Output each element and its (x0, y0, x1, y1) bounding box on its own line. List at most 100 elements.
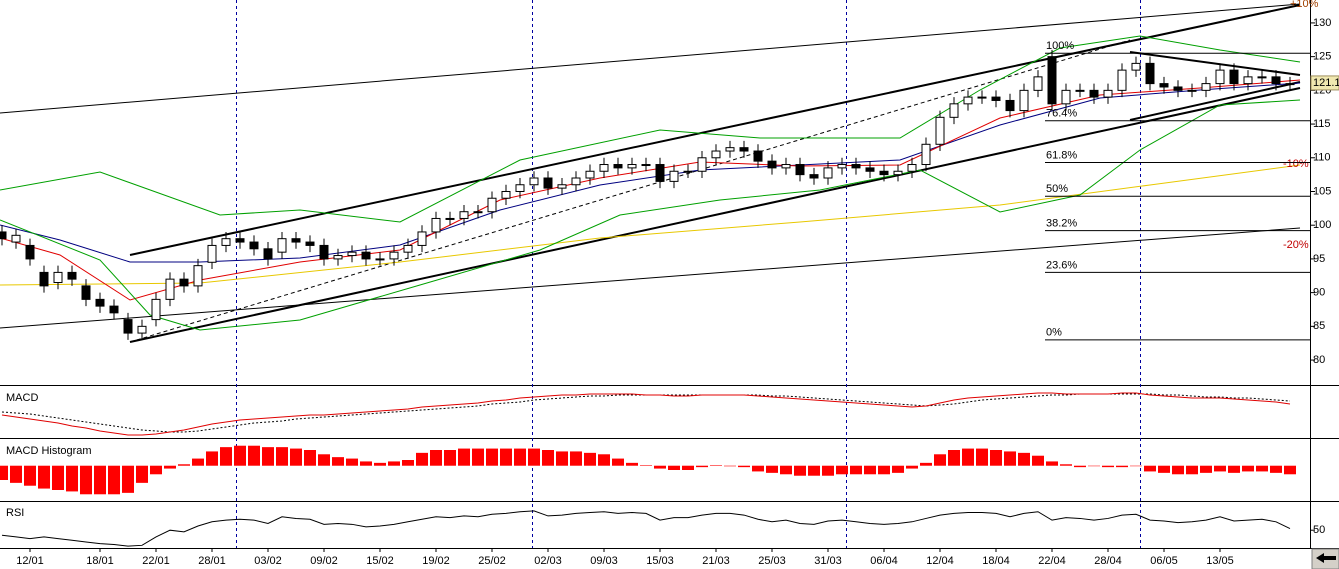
candle-body (1005, 99, 1015, 112)
histogram-bar (612, 458, 624, 466)
candle-body (865, 167, 875, 172)
candle-body (81, 285, 91, 300)
histogram-bar (206, 451, 218, 466)
candle-body (669, 170, 679, 182)
x-tick-label: 25/03 (758, 555, 786, 567)
x-tick-label: 12/04 (926, 555, 954, 567)
candle-body (1201, 83, 1211, 91)
candle-body (753, 150, 763, 162)
histogram-bar (192, 458, 204, 466)
histogram-bar (1200, 465, 1212, 473)
histogram-bar (1172, 465, 1184, 475)
x-tick-label: 15/02 (366, 555, 394, 567)
candle-body (25, 244, 35, 260)
candle-body (263, 248, 273, 260)
x-tick-label: 22/04 (1038, 555, 1066, 567)
histogram-bar (920, 462, 932, 466)
candle-body (907, 164, 917, 172)
candle-body (1075, 89, 1085, 92)
candle-body (1243, 76, 1253, 85)
histogram-bar (458, 448, 470, 466)
candle-body (683, 170, 693, 173)
candle-body (347, 251, 357, 257)
bollinger-band (0, 99, 1301, 331)
panel-frames (0, 0, 1339, 549)
candle-body (585, 170, 595, 179)
candle-body (1019, 89, 1029, 112)
candle-body (333, 255, 343, 260)
candle-body (137, 325, 147, 334)
candle-body (67, 271, 77, 280)
panel-title: RSI (6, 507, 24, 519)
histogram-bar (892, 465, 904, 473)
histogram-bar (472, 448, 484, 466)
histogram-bar (416, 452, 428, 466)
histogram-bar (948, 450, 960, 466)
histogram-bar (570, 451, 582, 466)
histogram-bar (10, 465, 22, 483)
fib-label: 76.4% (1046, 108, 1077, 120)
candle-body (487, 197, 497, 213)
candle-body (165, 278, 175, 300)
last-price-box (1310, 75, 1339, 91)
candle-body (109, 305, 119, 314)
candle-body (291, 238, 301, 243)
scroll-button[interactable] (1311, 548, 1339, 569)
fib-label: 50% (1046, 183, 1068, 195)
y-tick-label: 50 (1313, 524, 1325, 536)
candle-body (879, 170, 889, 176)
histogram-bar (682, 465, 694, 470)
annotation: +10% (1290, 0, 1319, 10)
histogram-bar (542, 450, 554, 466)
histogram-bar (1116, 465, 1128, 468)
candle-body (613, 164, 623, 169)
candle-body (417, 231, 427, 246)
histogram-bar (962, 448, 974, 466)
candle-body (1103, 89, 1113, 98)
histogram-bar (430, 450, 442, 466)
candle-body (473, 211, 483, 214)
candle-body (431, 217, 441, 233)
histogram-bar (626, 462, 638, 466)
candle-body (39, 271, 49, 287)
candle-body (1145, 62, 1155, 85)
histogram-bar (654, 465, 666, 469)
x-tick-label: 09/02 (310, 555, 338, 567)
candle-body (249, 241, 259, 250)
histogram-bar (1004, 451, 1016, 466)
histogram-bar (1214, 465, 1226, 472)
y-tick-label: 105 (1313, 185, 1331, 197)
candle-body (459, 211, 469, 219)
overlays (0, 3, 1301, 343)
candle-body (627, 164, 637, 169)
histogram-bar (248, 445, 260, 466)
candle-body (921, 143, 931, 166)
candle-body (389, 251, 399, 260)
histogram-bar (808, 465, 820, 476)
histogram-bar (906, 465, 918, 469)
histogram-bar (598, 454, 610, 466)
candle-body (571, 177, 581, 186)
candle-body (1131, 62, 1141, 71)
x-tick-label: 18/01 (86, 555, 114, 567)
candle-body (529, 177, 539, 186)
histogram-bar (696, 465, 708, 468)
histogram-bar (640, 465, 652, 466)
candle-body (445, 217, 455, 220)
histogram-bar (444, 450, 456, 466)
candle-body (893, 170, 903, 176)
candle-body (795, 164, 805, 176)
histogram-bar (276, 447, 288, 466)
panel-title: MACD Histogram (6, 445, 92, 457)
histogram-bar (136, 465, 148, 483)
histogram-bar (500, 448, 512, 466)
histogram-bar (304, 450, 316, 466)
candle-body (599, 164, 609, 172)
candle-body (1159, 83, 1169, 88)
candle-body (823, 167, 833, 179)
candle-body (235, 238, 245, 243)
histogram-bar (1018, 452, 1030, 466)
x-tick-label: 06/04 (870, 555, 898, 567)
candle-body (949, 103, 959, 118)
